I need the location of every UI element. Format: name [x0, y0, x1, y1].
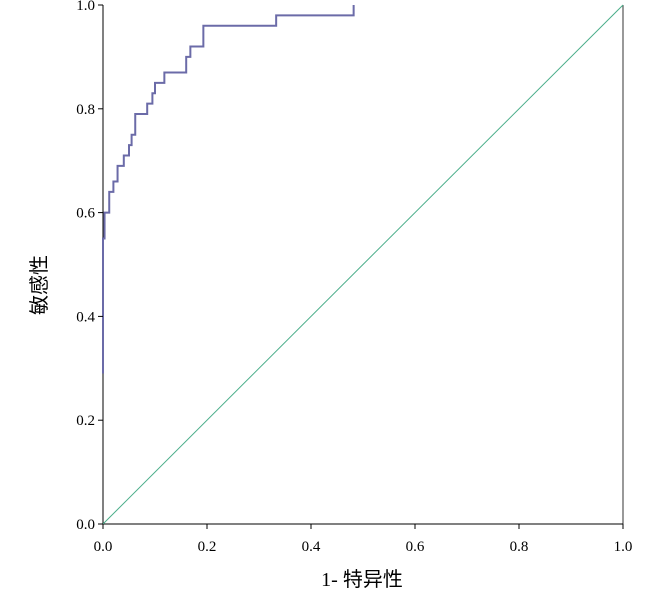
- y-tick-label: 0.0: [76, 517, 95, 533]
- x-tick-label: 0.4: [302, 539, 321, 555]
- y-tick-label: 0.2: [76, 413, 95, 429]
- x-tick-label: 0.2: [198, 539, 217, 555]
- y-tick-label: 1.0: [76, 0, 95, 14]
- x-tick-label: 0.0: [94, 539, 113, 555]
- y-tick-label: 0.8: [76, 102, 95, 118]
- x-tick-label: 0.6: [406, 539, 425, 555]
- y-tick-label: 0.6: [76, 206, 95, 222]
- roc-curve-line: [102, 5, 355, 374]
- x-tick-label: 1.0: [614, 539, 633, 555]
- y-tick-label: 0.4: [76, 309, 95, 325]
- x-tick-label: 0.8: [510, 539, 529, 555]
- y-axis-title: 敏感性: [28, 255, 51, 315]
- reference-diagonal-line: [102, 4, 624, 525]
- x-axis-title: 1- 特异性: [321, 568, 403, 591]
